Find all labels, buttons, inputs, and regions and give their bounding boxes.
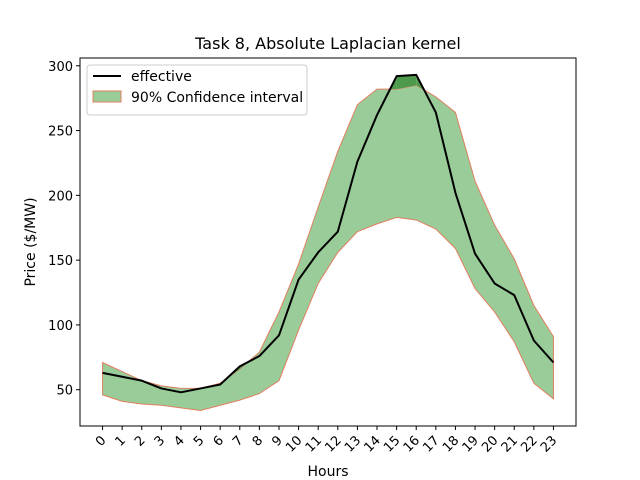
y-tick-label: 50 (56, 384, 73, 399)
y-tick-label: 100 (48, 319, 73, 334)
x-axis-label: Hours (307, 464, 348, 480)
y-tick-label: 300 (48, 60, 73, 75)
plot-frame (79, 57, 577, 427)
x-tick-label: 8 (250, 433, 266, 449)
x-tick-label: 2 (132, 433, 148, 449)
x-tick-label: 5 (191, 433, 207, 449)
y-axis: 50 100 150 200 250 300 (48, 60, 80, 399)
legend-label-confidence: 90% Confidence interval (131, 90, 303, 106)
x-tick-label: 6 (211, 433, 227, 449)
chart-title: Task 8, Absolute Laplacian kernel (194, 34, 461, 53)
overflow-region (396, 74, 417, 90)
legend-label-effective: effective (131, 69, 192, 85)
x-tick-label: 23 (538, 433, 560, 455)
legend-box (86, 64, 308, 116)
legend-band-swatch (92, 90, 122, 103)
x-tick-label: 0 (93, 433, 109, 449)
x-tick-label: 7 (230, 433, 246, 449)
x-tick-label: 3 (152, 433, 168, 449)
x-tick-label: 4 (171, 433, 187, 449)
legend: effective 90% Confidence interval (86, 64, 308, 116)
y-tick-label: 150 (48, 254, 73, 269)
overflow-region (239, 362, 248, 369)
confidence-band (102, 84, 554, 411)
y-tick-label: 200 (48, 189, 73, 204)
x-tick-label: 1 (113, 433, 129, 449)
y-axis-label: Price ($/MW) (23, 197, 39, 286)
y-tick-label: 250 (48, 125, 73, 140)
effective-line (102, 73, 555, 394)
x-tick-label: 9 (269, 433, 285, 449)
plot-area (102, 73, 555, 411)
